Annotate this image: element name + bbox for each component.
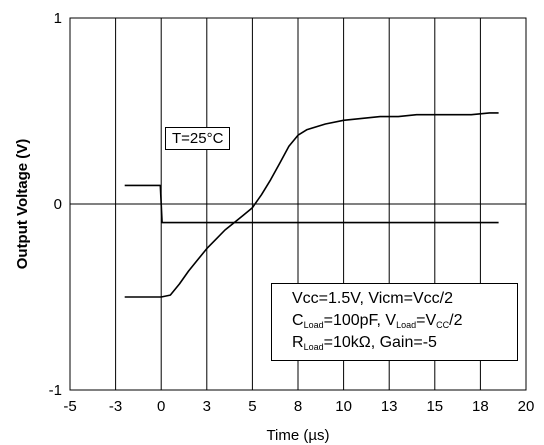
y-tick-label: 0 xyxy=(54,196,62,213)
plot-frame xyxy=(69,17,527,391)
y-axis-title: Output Voltage (V) xyxy=(14,139,31,270)
x-tick-label: 15 xyxy=(426,398,443,415)
x-tick-label: 18 xyxy=(472,398,489,415)
x-tick-label: 8 xyxy=(294,398,302,415)
conditions-line-2: CLoad=100pF, VLoad=VCC/2 xyxy=(272,310,517,332)
c-symbol: C xyxy=(292,312,304,329)
vcc-subscript: CC xyxy=(436,320,450,330)
x-tick-label: 20 xyxy=(518,398,535,415)
conditions-line-3: RLoad=10kΩ, Gain=-5 xyxy=(272,332,517,354)
x-tick-label: -5 xyxy=(63,398,76,415)
y-tick-label: 1 xyxy=(54,10,62,27)
x-axis-title: Time (µs) xyxy=(266,427,329,444)
x-tick-label: 5 xyxy=(248,398,256,415)
r-value: =10kΩ, Gain=-5 xyxy=(323,334,437,351)
v-equals: =V xyxy=(416,312,437,329)
temperature-annotation: T=25°C xyxy=(165,127,231,150)
x-tick-label: 10 xyxy=(335,398,352,415)
v-load-subscript: Load xyxy=(396,320,417,330)
y-tick-label: -1 xyxy=(49,382,62,399)
conditions-line-1: Vcc=1.5V, Vicm=Vcc/2 xyxy=(292,290,453,307)
conditions-annotation: Vcc=1.5V, Vicm=Vcc/2 CLoad=100pF, VLoad=… xyxy=(271,283,518,361)
c-load-subscript: Load xyxy=(303,320,324,330)
temperature-label: T=25°C xyxy=(172,130,224,147)
x-tick-label: 0 xyxy=(157,398,165,415)
x-tick-label: 13 xyxy=(381,398,398,415)
x-tick-label: 3 xyxy=(203,398,211,415)
half-suffix: /2 xyxy=(449,312,463,329)
r-load-subscript: Load xyxy=(303,342,324,352)
x-tick-label: -3 xyxy=(109,398,122,415)
r-symbol: R xyxy=(292,334,304,351)
series-group xyxy=(124,112,499,298)
tick-labels: -5 -3 0 3 5 8 10 13 15 18 20 -1 0 1 xyxy=(49,10,535,415)
output-response-line xyxy=(124,112,499,298)
input-step-line xyxy=(124,184,499,224)
grid-lines xyxy=(70,18,526,390)
c-value: =100pF, V xyxy=(323,312,397,329)
